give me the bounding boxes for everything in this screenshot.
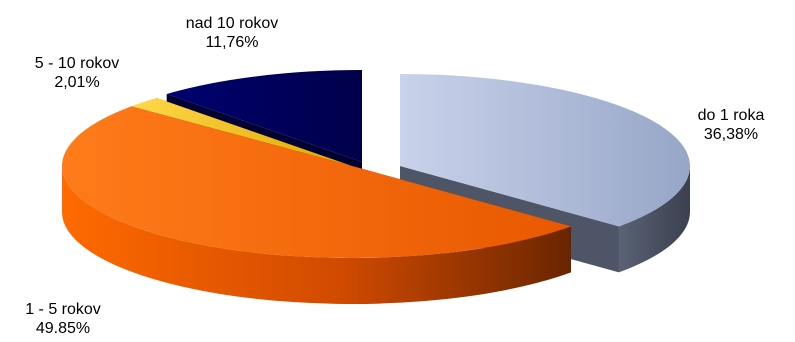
slice-value: 2,01% [54,74,100,91]
slice-side [618,166,690,273]
slice-top [62,106,571,258]
slice-name: 1 - 5 rokov [25,301,101,318]
slice-side [62,166,571,304]
slice-value: 49.85% [35,320,91,337]
slice-name: 5 - 10 rokov [34,55,120,72]
label-do-1-roka: do 1 roka 36,38% [676,106,786,144]
slice-name: nad 10 rokov [185,15,279,32]
slice-top [166,70,362,162]
slice-value: 11,76% [205,34,259,51]
slice-top [400,74,690,227]
pie-slice-d15 [62,106,571,304]
label-nad-10-rokov: nad 10 rokov 11,76% [172,14,292,52]
slice-value: 36,38% [703,126,759,143]
label-1-5-rokov: 1 - 5 rokov 49.85% [8,300,118,338]
label-5-10-rokov: 5 - 10 rokov 2,01% [12,54,142,92]
slice-name: do 1 roka [697,107,765,124]
slice-top [131,97,352,166]
